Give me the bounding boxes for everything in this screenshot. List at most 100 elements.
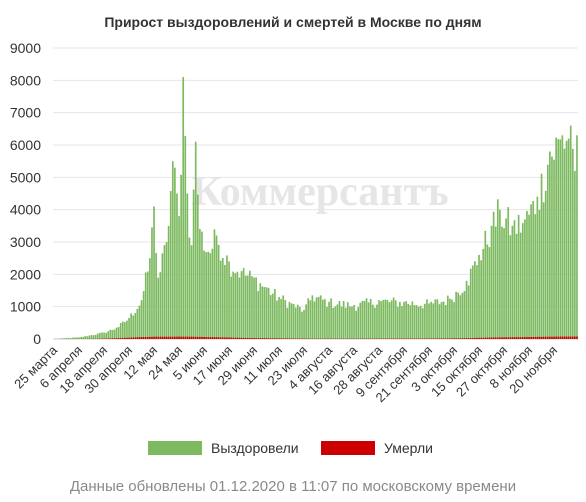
bar-deaths (190, 336, 193, 339)
bar-recovered (519, 232, 522, 339)
bar-recovered (188, 237, 191, 339)
bar-recovered (540, 173, 543, 339)
bar-recovered (432, 303, 435, 339)
bar-deaths (228, 337, 230, 339)
bar-recovered (340, 306, 343, 339)
bar-recovered (534, 214, 537, 339)
bar-deaths (109, 338, 112, 339)
bar-deaths (205, 337, 207, 339)
bar-recovered (455, 291, 457, 339)
bar-deaths (151, 336, 153, 339)
bar-recovered (515, 233, 518, 339)
bar-recovered (361, 301, 364, 339)
bar-recovered (261, 286, 264, 339)
bar-recovered (482, 248, 485, 339)
bar-recovered (353, 305, 355, 339)
y-tick-label: 5000 (10, 169, 41, 185)
bar-recovered (394, 300, 397, 339)
bar-deaths (180, 336, 182, 339)
bar-recovered (449, 298, 451, 339)
bar-deaths (176, 336, 178, 339)
bar-deaths (121, 337, 124, 339)
bar-deaths (457, 338, 460, 339)
bar-recovered (86, 336, 89, 339)
bar-recovered (324, 299, 326, 339)
bar-recovered (574, 170, 576, 339)
legend-label-recovered: Выздоровели (211, 440, 299, 456)
bar-deaths (113, 338, 116, 339)
bar-deaths (540, 336, 543, 339)
bar-recovered (257, 290, 260, 339)
bar-deaths (461, 338, 464, 339)
bar-recovered (253, 277, 255, 339)
bar-deaths (284, 338, 287, 339)
bar-deaths (203, 336, 205, 339)
bar-recovered (126, 320, 128, 339)
bar-recovered (136, 308, 139, 339)
bar-recovered (165, 242, 168, 339)
bar-recovered (576, 135, 578, 339)
bar-deaths (242, 337, 245, 339)
bar-deaths (124, 337, 126, 339)
bar-deaths (494, 337, 497, 339)
bar-deaths (126, 337, 128, 339)
bar-recovered (176, 193, 178, 339)
bar-recovered (149, 258, 151, 339)
bar-deaths (169, 336, 172, 339)
bar-recovered (407, 303, 410, 339)
bar-recovered (76, 337, 78, 339)
bar-recovered (336, 304, 339, 339)
bar-recovered (386, 299, 389, 339)
bar-deaths (574, 336, 576, 339)
bar-recovered (505, 218, 507, 339)
bar-recovered (107, 331, 110, 339)
bar-recovered (459, 295, 462, 339)
bar-deaths (561, 336, 564, 339)
bar-recovered (240, 271, 243, 339)
bar-recovered (315, 297, 318, 339)
bar-recovered (269, 294, 272, 339)
bar-deaths (478, 337, 480, 339)
bar-recovered (309, 300, 312, 339)
bar-recovered (503, 228, 505, 339)
bar-recovered (119, 323, 122, 339)
y-tick-label: 6000 (10, 137, 41, 153)
bar-deaths (569, 336, 572, 339)
bar-deaths (536, 336, 539, 339)
y-tick-label: 2000 (10, 266, 41, 282)
bar-deaths (446, 338, 449, 339)
bar-deaths (490, 337, 493, 339)
bar-recovered (182, 77, 185, 339)
bar-recovered (484, 230, 487, 339)
bar-recovered (230, 276, 232, 339)
bar-recovered (203, 250, 205, 339)
bar-recovered (434, 299, 437, 339)
bar-recovered (565, 140, 568, 339)
bar-deaths (507, 337, 510, 339)
bar-recovered (103, 332, 105, 339)
bar-deaths (224, 337, 226, 339)
bar-recovered (301, 311, 303, 339)
bar-deaths (107, 338, 110, 339)
bar-deaths (465, 338, 468, 339)
bar-recovered (546, 164, 549, 339)
bar-deaths (253, 338, 255, 339)
bar-recovered (521, 223, 524, 339)
bar-recovered (405, 301, 407, 339)
bar-recovered (80, 336, 82, 339)
bar-deaths (530, 336, 532, 339)
bar-recovered (571, 148, 574, 339)
bar-deaths (246, 337, 249, 339)
bar-recovered (569, 125, 572, 339)
bar-recovered (82, 336, 85, 339)
bar-recovered (428, 303, 430, 339)
bar-recovered (553, 159, 555, 339)
bar-recovered (163, 245, 166, 339)
bar-recovered (124, 322, 126, 339)
bar-recovered (557, 139, 560, 339)
bar-deaths (442, 338, 445, 339)
bar-deaths (163, 336, 166, 339)
bar-recovered (492, 211, 495, 339)
bar-deaths (244, 337, 247, 339)
